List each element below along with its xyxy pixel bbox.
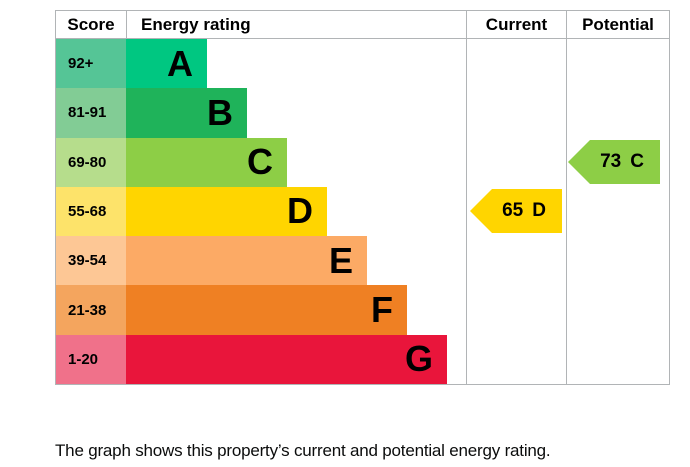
score-range-c: 69-80 (56, 137, 126, 187)
band-row: C (126, 137, 466, 187)
chart-caption: The graph shows this property’s current … (55, 441, 551, 460)
potential-rating-value: 73 (600, 151, 622, 172)
score-range-f: 21-38 (56, 285, 126, 335)
band-row: F (126, 285, 466, 335)
potential-rating-arrow: 73 C (568, 140, 660, 184)
band-bar-f: F (126, 285, 407, 335)
header-score: Score (56, 11, 126, 39)
score-range-a: 92+ (56, 39, 126, 89)
band-row: A (126, 39, 466, 89)
band-row: E (126, 236, 466, 286)
score-range-d: 55-68 (56, 186, 126, 237)
current-rating-arrow: 65 D (470, 189, 562, 233)
header-energy-rating: Energy rating (126, 11, 466, 39)
current-rating-value: 65 (502, 200, 524, 221)
band-bar-a: A (126, 39, 207, 89)
band-bar-b: B (126, 88, 247, 138)
score-range-g: 1-20 (56, 334, 126, 384)
current-rating-letter: D (532, 200, 546, 221)
band-row: B (126, 88, 466, 138)
band-row: G (126, 334, 466, 384)
band-bar-c: C (126, 137, 287, 187)
potential-rating-letter: C (630, 151, 644, 172)
header-current: Current (466, 11, 566, 39)
epc-rating-chart: Score Energy rating Current Potential 92… (55, 10, 670, 385)
band-bar-g: G (126, 334, 447, 384)
score-range-b: 81-91 (56, 88, 126, 138)
score-range-e: 39-54 (56, 236, 126, 286)
header-potential: Potential (566, 11, 669, 39)
band-bar-d: D (126, 186, 327, 237)
band-row: D (126, 186, 466, 237)
potential-column: 73 C (566, 39, 669, 384)
current-column: 65 D (466, 39, 566, 384)
band-bar-e: E (126, 236, 367, 286)
